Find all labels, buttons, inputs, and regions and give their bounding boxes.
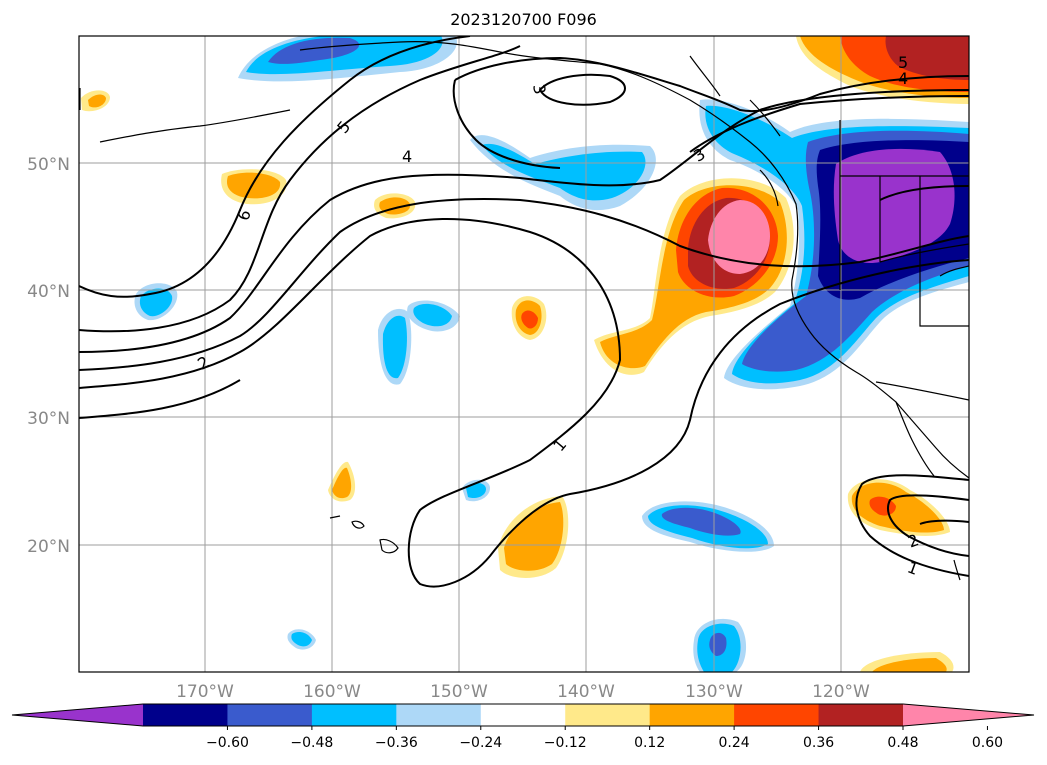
colorbar: −0.60 −0.48 −0.36 −0.24 −0.12 0.12 0.24 0.36 0.4… [11,703,1035,751]
shade-blob [291,632,312,647]
map-frame [78,35,970,673]
contour-label: 4 [898,69,908,88]
map-plot-area: 6 5 4 3 2 1 5 4 3 2 1 [79,36,969,672]
colorbar-bin [143,704,228,726]
latitude-labels: 50°N 40°N 30°N 20°N [27,155,70,557]
shade-blob [466,482,486,499]
shaded-field [81,36,969,672]
lon-label: 170°W [176,682,234,702]
contour-label: 6 [233,207,254,223]
colorbar-tick-label: −0.12 [544,735,587,751]
contour-label: 5 [898,53,908,72]
contour-lines [79,36,969,588]
colorbar-bin [396,704,482,726]
colorbar-bin [565,704,651,726]
lon-label: 130°W [685,682,743,702]
lat-label: 40°N [27,282,70,302]
contour-label: 3 [529,83,549,96]
lat-label: 20°N [27,537,70,557]
shade-blob [872,658,947,672]
colorbar-tick-label: −0.36 [375,735,418,751]
lat-label: 50°N [27,155,70,175]
gridlines [79,36,969,672]
shade-blob [139,288,173,317]
colorbar-tick-label: 0.36 [803,735,834,751]
shade-blob [226,172,281,199]
colorbar-tick-label: 0.12 [634,735,665,751]
colorbar-bin [818,704,904,726]
colorbar-tick-label: 0.60 [972,735,1003,751]
shade-blob [521,310,538,329]
shade-blob [885,36,969,80]
lon-label: 150°W [430,682,488,702]
coastlines [79,41,969,581]
shade-blob [833,148,955,264]
colorbar-tick-label: −0.60 [206,735,249,751]
colorbar-bin [311,704,397,726]
colorbar-bin [480,704,566,726]
longitude-labels: 170°W 160°W 150°W 140°W 130°W 120°W [176,682,870,702]
colorbar-extend-min [12,704,143,726]
colorbar-extend-max [903,704,1034,726]
colorbar-bin [649,704,735,726]
lon-label: 140°W [557,682,615,702]
colorbar-tick-label: 0.48 [887,735,918,751]
shade-blob [88,94,106,108]
shade-blob [504,502,564,571]
shade-blob [661,507,741,536]
colorbar-tick-label: −0.48 [290,735,333,751]
colorbar-outline [11,703,1035,727]
lon-label: 120°W [812,682,870,702]
shade-blob [413,303,452,327]
shade-blob [382,315,407,379]
contour-label: 3 [690,144,708,166]
shade-blob [332,467,352,499]
lat-label: 30°N [27,409,70,429]
colorbar-bin [227,704,313,726]
lon-label: 160°W [303,682,361,702]
colorbar-bin [734,704,820,726]
map-title: 2023120700 F096 [450,10,597,29]
shade-blob [708,200,770,274]
colorbar-tick-label: 0.24 [719,735,750,751]
shade-blob [268,37,360,64]
shade-blob [851,482,944,533]
contour-label: 4 [402,147,412,166]
contour-label: 1 [905,557,921,578]
colorbar-tick-label: −0.24 [459,735,502,751]
